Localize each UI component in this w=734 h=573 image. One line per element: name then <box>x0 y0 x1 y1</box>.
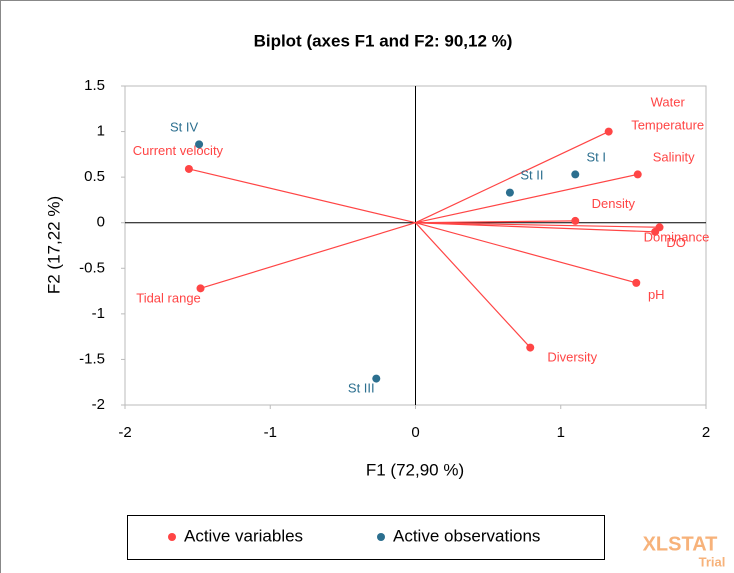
point-label: DO <box>666 235 686 250</box>
y-tick-label: 1.5 <box>84 77 105 94</box>
x-tick-label: 2 <box>702 424 710 441</box>
chart-title: Biplot (axes F1 and F2: 90,12 %) <box>254 31 513 50</box>
y-tick-label: 1 <box>97 123 105 140</box>
vector <box>415 220 576 224</box>
point-label: Tidal range <box>136 291 201 306</box>
point <box>196 284 205 293</box>
vector <box>415 222 531 348</box>
vector <box>415 131 609 224</box>
x-tick-label: 1 <box>557 424 565 441</box>
y-tick-label: 0 <box>97 214 105 231</box>
point <box>604 127 613 136</box>
x-tick-label: -1 <box>264 424 277 441</box>
point <box>633 170 642 179</box>
y-tick-label: 0.5 <box>84 168 105 185</box>
point <box>505 188 514 197</box>
vector <box>415 173 638 224</box>
point-label: Salinity <box>653 150 695 165</box>
point <box>632 278 641 287</box>
point-label: Current velocity <box>133 143 224 158</box>
point-label: St I <box>587 150 607 165</box>
point <box>184 164 193 173</box>
point-label: Dominance <box>644 230 710 245</box>
legend-marker <box>377 533 385 541</box>
legend-label: Active observations <box>393 526 540 545</box>
y-tick-label: -2 <box>92 396 105 413</box>
watermark-note: Trial <box>699 554 726 569</box>
x-tick-label: -2 <box>118 424 131 441</box>
point <box>651 227 660 236</box>
vector <box>415 222 656 233</box>
y-tick-label: -0.5 <box>79 259 105 276</box>
watermark: XLSTAT <box>643 533 718 555</box>
point-label: St IV <box>170 120 199 135</box>
point <box>526 343 535 352</box>
point-label: Water Temperature <box>631 95 704 133</box>
vector <box>188 168 416 224</box>
point <box>571 170 580 179</box>
point <box>195 140 204 149</box>
vector <box>415 222 660 228</box>
y-tick-label: -1 <box>92 305 105 322</box>
y-axis-label: F2 (17,22 %) <box>44 196 63 294</box>
x-axis-label: F1 (72,90 %) <box>366 460 464 479</box>
x-tick-label: 0 <box>411 424 419 441</box>
y-tick-label: -1.5 <box>79 350 105 367</box>
vector <box>415 222 637 284</box>
point <box>571 216 580 225</box>
vector <box>200 222 416 289</box>
point-label: Density <box>592 196 636 211</box>
legend-label: Active variables <box>184 526 303 545</box>
point-label: Diversity <box>547 350 597 365</box>
legend <box>127 515 605 560</box>
point <box>372 374 381 383</box>
point-label: pH <box>648 287 665 302</box>
point-label: St II <box>520 168 543 183</box>
legend-marker <box>168 533 176 541</box>
point-label: St III <box>348 381 375 396</box>
